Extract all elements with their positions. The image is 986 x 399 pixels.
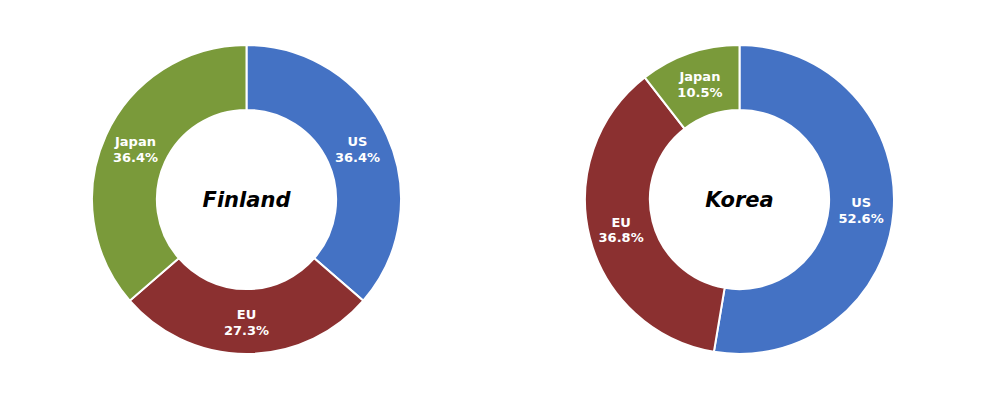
slice-label: Japan10.5% — [677, 69, 722, 100]
value-label: 27.3% — [224, 323, 269, 338]
category-label: US — [348, 134, 368, 149]
category-label: Japan — [678, 69, 720, 84]
value-label: 10.5% — [677, 85, 722, 100]
value-label: 36.4% — [335, 150, 380, 165]
category-label: EU — [611, 215, 630, 230]
donut-slice — [92, 45, 247, 301]
donut — [585, 45, 894, 354]
chart-svg: US36.4%EU27.3%Japan36.4%FinlandUS52.6%EU… — [0, 0, 986, 399]
center-label: Finland — [203, 188, 292, 212]
donut-slice — [585, 77, 725, 351]
slice-label: US36.4% — [335, 134, 380, 165]
category-label: EU — [237, 307, 256, 322]
donut-slice — [130, 258, 364, 354]
category-label: Japan — [114, 134, 156, 149]
donut — [92, 45, 401, 354]
donut-slice — [645, 45, 740, 129]
slice-label: EU27.3% — [224, 307, 269, 338]
chart-container: US36.4%EU27.3%Japan36.4%FinlandUS52.6%EU… — [0, 0, 986, 399]
center-label: Korea — [705, 188, 773, 212]
slice-label: EU36.8% — [599, 215, 644, 246]
category-label: US — [851, 195, 871, 210]
value-label: 36.4% — [113, 150, 158, 165]
page: {"chart_data": [ {"type": "donut", "titl… — [0, 0, 986, 399]
slice-label: Japan36.4% — [113, 134, 158, 165]
value-label: 36.8% — [599, 230, 644, 245]
slice-label: US52.6% — [839, 195, 884, 226]
donut-slice — [247, 45, 402, 301]
value-label: 52.6% — [839, 211, 884, 226]
labels: US52.6% EU36.8% Japan10.5% — [599, 69, 884, 245]
labels: US36.4%EU27.3%Japan36.4% — [113, 134, 380, 337]
